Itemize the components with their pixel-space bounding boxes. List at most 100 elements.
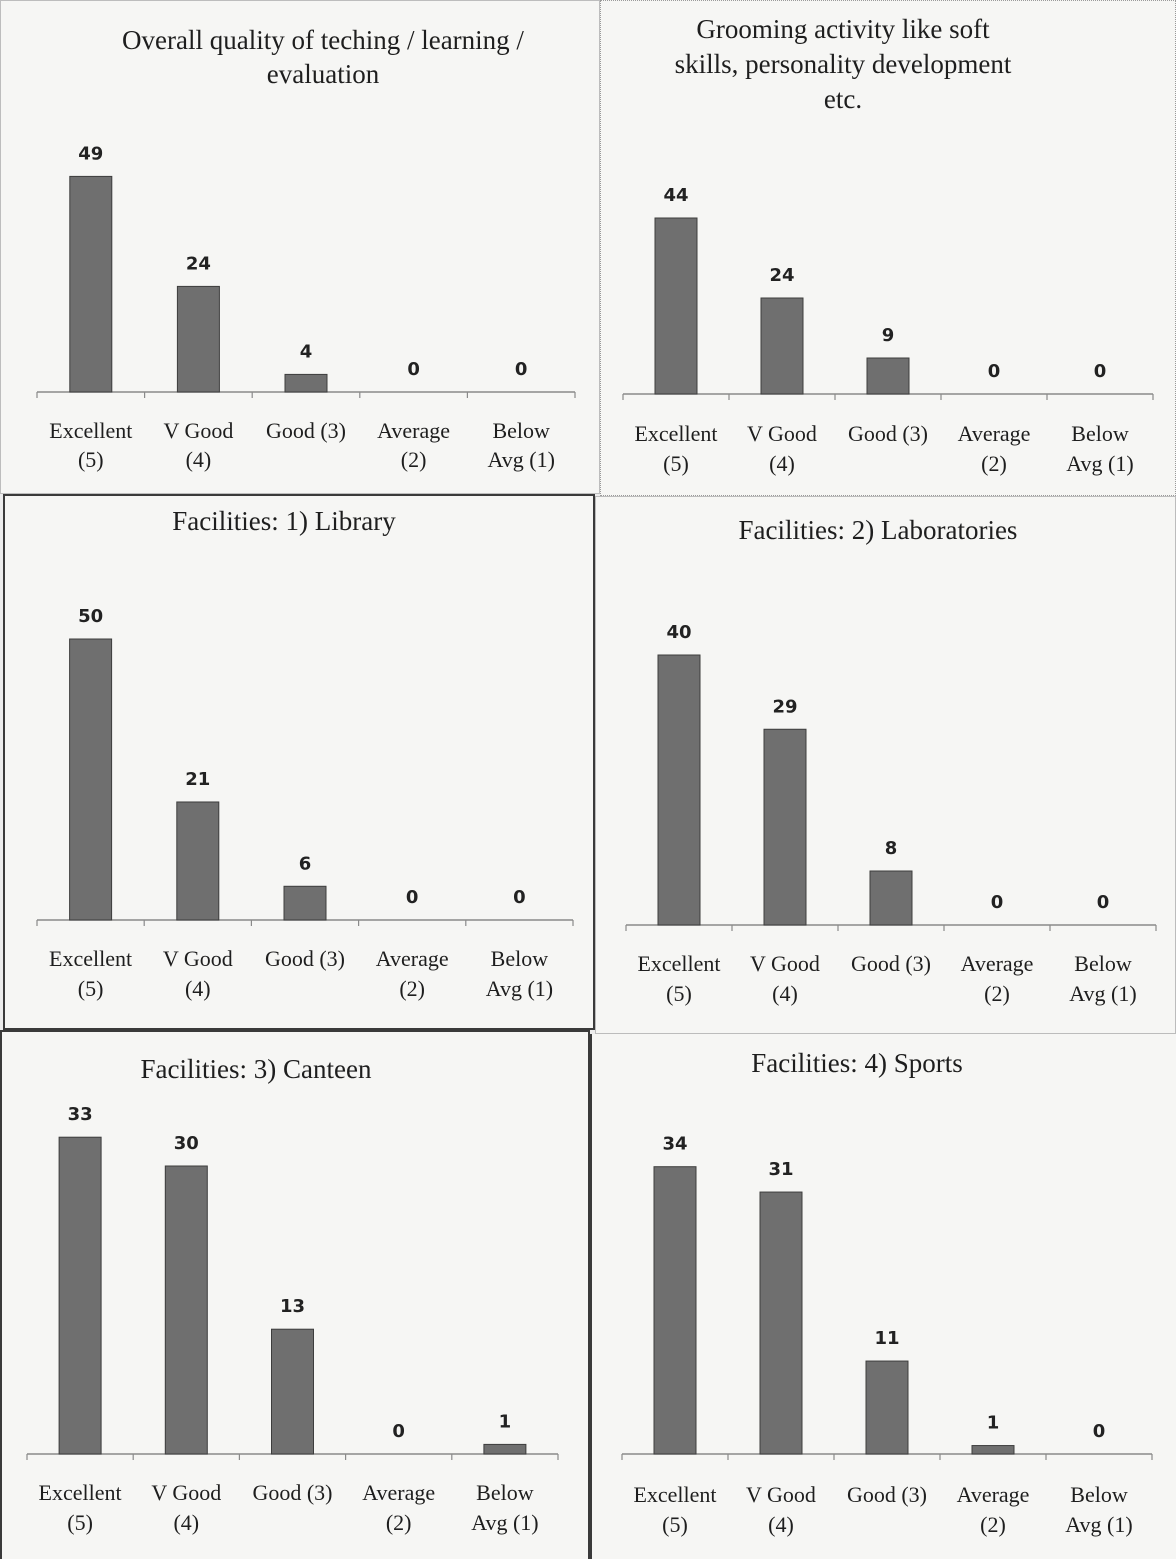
- bar: [865, 1360, 909, 1455]
- data-label: 29: [772, 696, 797, 717]
- x-tick-label: (4): [772, 981, 798, 1006]
- data-label: 6: [299, 853, 312, 874]
- x-tick-label: (4): [173, 1510, 199, 1535]
- x-tick-label: (2): [984, 981, 1010, 1006]
- x-tick-label: Avg (1): [1065, 1512, 1132, 1537]
- x-tick-label: Average: [362, 1480, 435, 1505]
- data-label: 21: [185, 769, 210, 790]
- data-label: 49: [78, 143, 103, 164]
- chart-panel-library: Facilities: 1) Library 50 Excellent (5) 21 V …: [3, 494, 595, 1030]
- x-tick-label: V Good: [151, 1480, 221, 1505]
- bar: [69, 638, 113, 921]
- data-label: 0: [988, 361, 1001, 382]
- data-label: 11: [874, 1328, 899, 1349]
- bar: [164, 1165, 208, 1455]
- data-label: 30: [174, 1133, 199, 1154]
- x-tick-label: Excellent: [637, 951, 720, 976]
- x-tick-label: Avg (1): [487, 447, 554, 472]
- bar: [271, 1328, 314, 1455]
- chart-title: Facilities: 1) Library: [172, 506, 396, 536]
- data-label: 1: [987, 1413, 1000, 1434]
- data-label: 0: [991, 892, 1004, 913]
- bar-chart: Grooming activity like soft skills, perso…: [622, 14, 1154, 476]
- x-tick-label: (5): [78, 447, 104, 472]
- chart-panel-canteen: Facilities: 3) Canteen 33 Excellent (5) 30 V …: [0, 1030, 590, 1559]
- chart-title: evaluation: [267, 59, 380, 89]
- bar-chart: Facilities: 3) Canteen 33 Excellent (5) 30 V …: [26, 1054, 559, 1535]
- bar: [654, 217, 698, 395]
- x-tick-label: Avg (1): [486, 976, 553, 1001]
- x-tick-label: Below: [1070, 1482, 1128, 1507]
- data-label: 24: [769, 265, 794, 286]
- chart-title: Facilities: 3) Canteen: [141, 1054, 372, 1084]
- data-label: 50: [78, 606, 103, 627]
- x-tick-label: Average: [957, 1482, 1030, 1507]
- data-label: 0: [1093, 1421, 1106, 1442]
- data-label: 44: [663, 185, 688, 206]
- x-tick-label: Excellent: [49, 418, 132, 443]
- x-tick-label: Avg (1): [471, 1510, 538, 1535]
- x-tick-label: Below: [1071, 421, 1129, 446]
- bar: [657, 654, 701, 926]
- bar: [866, 357, 910, 395]
- data-label: 9: [882, 325, 895, 346]
- data-label: 0: [515, 359, 528, 380]
- x-tick-label: Average: [377, 418, 450, 443]
- x-tick-label: Excellent: [49, 946, 132, 971]
- x-tick-label: (2): [386, 1510, 412, 1535]
- x-tick-label: Avg (1): [1069, 981, 1136, 1006]
- bar: [176, 285, 220, 393]
- x-tick-label: Good (3): [851, 951, 931, 976]
- bar: [760, 297, 804, 395]
- bar: [176, 801, 220, 921]
- data-label: 31: [768, 1159, 793, 1180]
- x-tick-label: (5): [67, 1510, 93, 1535]
- bar: [763, 728, 807, 926]
- x-tick-label: Average: [376, 946, 449, 971]
- x-tick-label: (4): [186, 447, 212, 472]
- data-label: 4: [300, 341, 313, 362]
- bar-chart: Facilities: 2) Laboratories 40 Excellent (5…: [625, 515, 1157, 1006]
- bar: [869, 870, 913, 926]
- chart-title: etc.: [824, 84, 862, 114]
- x-tick-label: Below: [492, 418, 550, 443]
- data-label: 24: [186, 253, 211, 274]
- x-tick-label: V Good: [747, 421, 817, 446]
- bar: [971, 1445, 1015, 1455]
- chart-panel-sports: Facilities: 4) Sports 34 Excellent (5) 31 V G…: [590, 1034, 1176, 1559]
- data-label: 0: [406, 887, 419, 908]
- x-tick-label: (5): [662, 1512, 688, 1537]
- bar-chart: Overall quality of teching / learning / e…: [36, 25, 576, 472]
- x-tick-label: (4): [769, 451, 795, 476]
- bar-chart: Facilities: 4) Sports 34 Excellent (5) 31 V G…: [621, 1048, 1153, 1537]
- data-label: 40: [666, 622, 691, 643]
- bar-chart: Facilities: 1) Library 50 Excellent (5) 21 V …: [36, 506, 574, 1001]
- data-label: 34: [662, 1134, 687, 1155]
- x-tick-label: Below: [476, 1480, 534, 1505]
- chart-title: Facilities: 2) Laboratories: [739, 515, 1018, 545]
- x-tick-label: V Good: [163, 946, 233, 971]
- x-tick-label: (5): [663, 451, 689, 476]
- bar: [759, 1191, 803, 1455]
- x-tick-label: Avg (1): [1066, 451, 1133, 476]
- x-tick-label: Good (3): [848, 421, 928, 446]
- x-tick-label: Excellent: [39, 1480, 122, 1505]
- chart-title: Overall quality of teching / learning /: [122, 25, 524, 55]
- chart-title: Facilities: 4) Sports: [751, 1048, 963, 1078]
- bar: [69, 175, 113, 393]
- chart-title: skills, personality development: [675, 49, 1012, 79]
- x-tick-label: Average: [958, 421, 1031, 446]
- x-tick-label: (2): [401, 447, 427, 472]
- x-tick-label: V Good: [750, 951, 820, 976]
- data-label: 0: [513, 887, 526, 908]
- bar: [283, 885, 327, 921]
- x-tick-label: (2): [980, 1512, 1006, 1537]
- x-tick-label: Good (3): [252, 1480, 332, 1505]
- chart-title: Grooming activity like soft: [696, 14, 990, 44]
- x-tick-label: V Good: [163, 418, 233, 443]
- data-label: 33: [68, 1104, 93, 1125]
- x-tick-label: V Good: [746, 1482, 816, 1507]
- x-tick-label: Excellent: [634, 421, 717, 446]
- x-tick-label: (5): [78, 976, 104, 1001]
- x-tick-label: (4): [185, 976, 211, 1001]
